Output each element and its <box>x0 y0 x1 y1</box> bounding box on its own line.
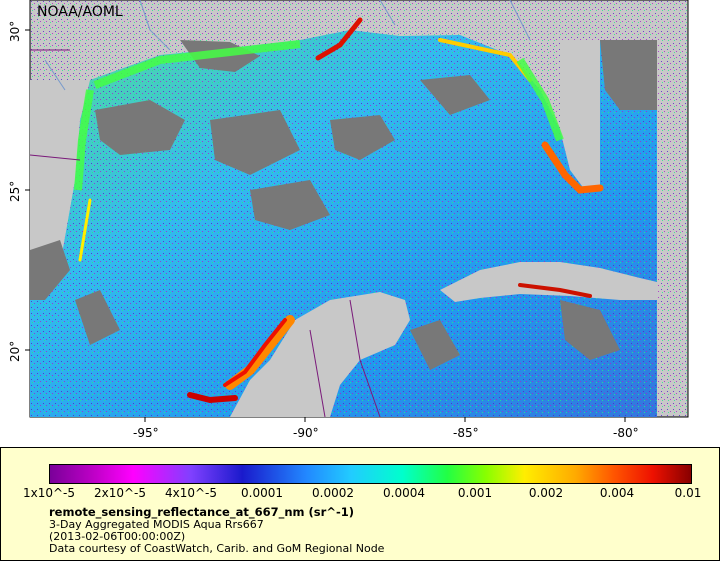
x-tick-label: -90° <box>293 426 319 440</box>
credit-text: Data courtesy of CoastWatch, Carib. and … <box>49 542 385 555</box>
dataset-description: 3-Day Aggregated MODIS Aqua Rrs667 <box>49 518 264 531</box>
no-data-patches <box>30 40 657 370</box>
colorbar-tick: 2x10^-5 <box>93 486 147 500</box>
map-panel: NOAA/AOML -95° -90° -85° -80° 30° 25° 20… <box>8 0 689 440</box>
y-tick-label: 25° <box>8 180 22 202</box>
timestamp: (2013-02-06T00:00:00Z) <box>49 530 186 543</box>
x-tick-label: -95° <box>133 426 159 440</box>
colorbar-tick: 0.0004 <box>383 486 425 500</box>
colorbar-tick: 0.01 <box>674 486 702 500</box>
colorbar <box>49 464 692 484</box>
y-tick-label: 20° <box>8 340 22 362</box>
variable-name: remote_sensing_reflectance_at_667_nm (sr… <box>49 505 354 519</box>
x-tick-label: -80° <box>613 426 639 440</box>
cuba-land <box>440 262 657 302</box>
yucatan-land <box>230 292 410 417</box>
axis-ticks <box>25 29 626 422</box>
colorbar-tick: 0.0002 <box>312 486 354 500</box>
x-tick-label: -85° <box>453 426 479 440</box>
colorbar-tick: 1x10^-5 <box>22 486 76 500</box>
colorbar-tick: 0.004 <box>599 486 635 500</box>
colorbar-tick: 0.001 <box>457 486 493 500</box>
political-boundaries <box>29 49 381 418</box>
colorbar-tick: 0.002 <box>528 486 564 500</box>
rivers <box>44 0 531 91</box>
source-label: NOAA/AOML <box>37 4 123 20</box>
legend-panel: 1x10^-5 2x10^-5 4x10^-5 0.0001 0.0002 0.… <box>0 447 720 561</box>
y-tick-label: 30° <box>8 20 22 42</box>
colorbar-tick: 4x10^-5 <box>164 486 218 500</box>
florida-land <box>560 40 600 190</box>
map-canvas <box>25 0 689 422</box>
mexico-land <box>30 80 90 280</box>
colorbar-tick: 0.0001 <box>241 486 283 500</box>
